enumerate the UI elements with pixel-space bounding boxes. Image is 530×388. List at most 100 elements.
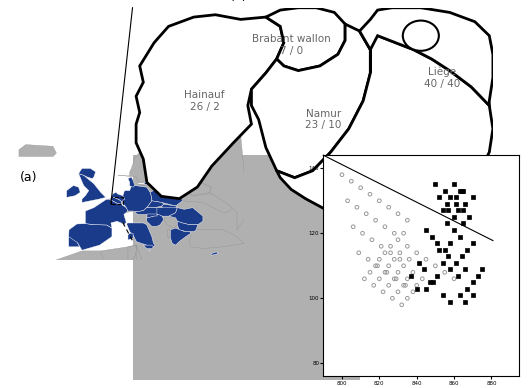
Point — [375, 197, 384, 204]
Point — [390, 276, 399, 282]
Point — [373, 263, 382, 269]
Point — [412, 286, 421, 292]
Polygon shape — [78, 173, 106, 203]
Point — [394, 289, 402, 295]
Point — [338, 171, 346, 178]
Point — [459, 188, 467, 194]
Polygon shape — [118, 129, 203, 185]
Point — [455, 188, 464, 194]
Point — [465, 214, 473, 220]
Polygon shape — [69, 230, 80, 247]
Point — [409, 289, 417, 295]
Point — [444, 253, 453, 259]
Point — [403, 276, 412, 282]
Polygon shape — [164, 216, 178, 228]
Point — [355, 249, 363, 256]
Text: Hainauf
26 / 2: Hainauf 26 / 2 — [184, 90, 225, 112]
Point — [356, 185, 365, 191]
Point — [444, 207, 453, 213]
Polygon shape — [147, 201, 164, 208]
Point — [372, 217, 380, 223]
Point — [381, 223, 389, 230]
Point — [388, 295, 396, 301]
Point — [422, 227, 430, 233]
Polygon shape — [78, 168, 95, 178]
Polygon shape — [128, 245, 137, 262]
Polygon shape — [109, 197, 122, 204]
Text: Luxembourg
22 / 7: Luxembourg 22 / 7 — [341, 167, 407, 189]
Polygon shape — [169, 208, 203, 225]
Point — [440, 246, 449, 253]
Polygon shape — [184, 265, 222, 284]
Point — [384, 263, 393, 269]
Point — [452, 201, 460, 207]
Point — [395, 256, 404, 262]
Text: Liège
40 / 40: Liège 40 / 40 — [425, 67, 461, 88]
Point — [343, 197, 352, 204]
Point — [414, 260, 423, 266]
Point — [375, 256, 384, 262]
Point — [446, 298, 455, 305]
Point — [446, 194, 455, 201]
Point — [400, 263, 408, 269]
Point — [386, 243, 395, 249]
Point — [433, 272, 441, 279]
Point — [420, 266, 428, 272]
Point — [394, 237, 402, 243]
Point — [347, 178, 356, 184]
Point — [366, 269, 374, 275]
Point — [446, 266, 455, 272]
Polygon shape — [111, 192, 125, 202]
Point — [409, 269, 417, 275]
Point — [403, 217, 412, 223]
Point — [474, 272, 482, 279]
Polygon shape — [251, 24, 370, 178]
Point — [401, 282, 410, 288]
Polygon shape — [128, 233, 133, 240]
Point — [450, 276, 458, 282]
Point — [386, 249, 395, 256]
Point — [405, 256, 413, 262]
Point — [390, 230, 399, 236]
Point — [403, 243, 412, 249]
Point — [455, 234, 464, 240]
Polygon shape — [172, 133, 201, 168]
Point — [440, 188, 449, 194]
Point — [384, 282, 393, 288]
Point — [459, 207, 467, 213]
Point — [364, 256, 373, 262]
Point — [422, 286, 430, 292]
Point — [422, 256, 430, 262]
Point — [400, 230, 408, 236]
Point — [360, 276, 369, 282]
Polygon shape — [181, 180, 211, 196]
Text: (b): (b) — [230, 0, 248, 3]
Polygon shape — [171, 228, 191, 245]
Point — [403, 295, 412, 301]
Point — [358, 230, 367, 236]
Point — [366, 191, 374, 197]
Point — [461, 298, 470, 305]
Polygon shape — [150, 185, 182, 206]
Point — [379, 289, 387, 295]
Point — [478, 266, 487, 272]
Point — [431, 263, 439, 269]
Point — [443, 201, 451, 207]
Point — [450, 181, 458, 187]
Point — [427, 234, 436, 240]
Point — [377, 243, 385, 249]
Point — [461, 266, 470, 272]
Polygon shape — [169, 180, 191, 189]
Polygon shape — [266, 8, 345, 71]
Point — [469, 194, 477, 201]
Point — [398, 302, 406, 308]
Polygon shape — [175, 170, 196, 177]
Point — [463, 286, 471, 292]
Point — [372, 263, 380, 269]
Ellipse shape — [403, 21, 439, 51]
Point — [426, 279, 434, 285]
Polygon shape — [136, 15, 284, 199]
Polygon shape — [19, 145, 56, 156]
Polygon shape — [135, 208, 162, 215]
Point — [457, 253, 466, 259]
